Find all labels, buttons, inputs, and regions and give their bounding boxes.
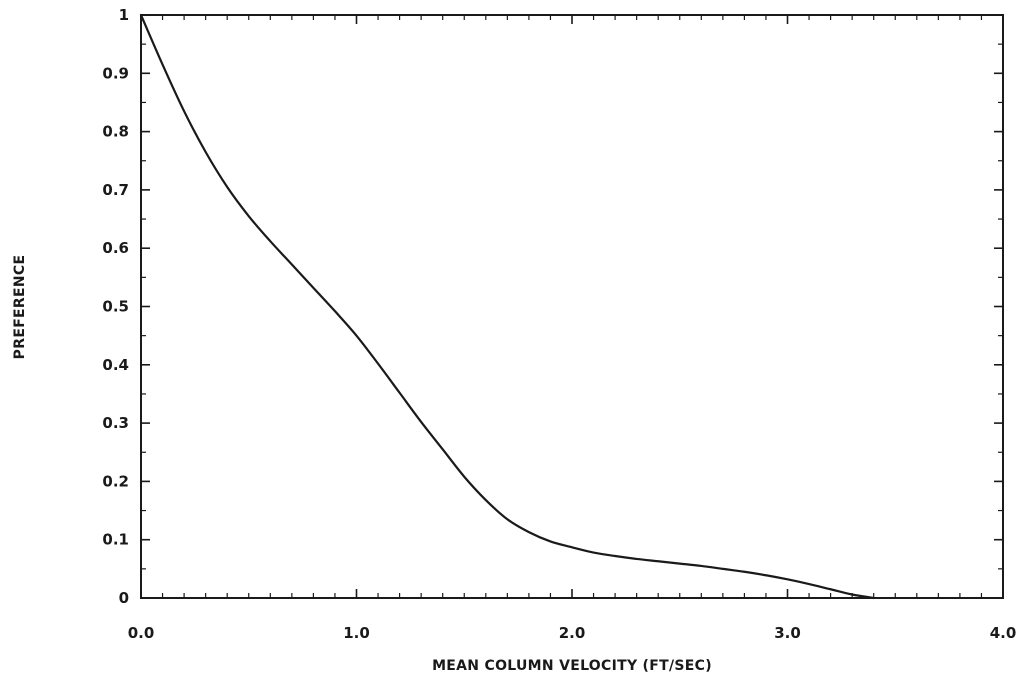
ticks-layer [140,14,1004,599]
y-tick-label: 0.2 [102,472,129,490]
y-tick-label: 0.6 [102,239,129,257]
y-tick-label: 0.9 [102,64,129,82]
x-tick-label: 3.0 [774,624,801,642]
y-tick-label: 0.5 [102,298,129,316]
y-tick-label: 0.4 [102,356,129,374]
y-tick-label: 0.1 [102,531,129,549]
y-tick-label: 0.7 [102,181,129,199]
y-tick-label: 0.8 [102,123,129,141]
series-layer [139,13,875,600]
y-tick-label: 0.3 [102,414,129,432]
x-tick-label: 4.0 [990,624,1017,642]
x-axis-title: MEAN COLUMN VELOCITY (FT/SEC) [432,658,712,674]
x-tick-label: 2.0 [559,624,586,642]
plot-frame [140,14,1004,599]
tick-labels-layer: 0.0 1.0 2.0 3.0 4.0 0 0.1 0.2 0.3 0.4 0.5 0.6 0.7 0.8… [102,6,1016,642]
x-tick-label: 1.0 [343,624,370,642]
preference-curve-line [139,13,875,600]
y-tick-label: 1 [119,6,129,24]
x-tick-label: 0.0 [128,624,155,642]
y-tick-label: 0 [119,589,129,607]
y-axis-title: PREFERENCE [12,255,28,360]
